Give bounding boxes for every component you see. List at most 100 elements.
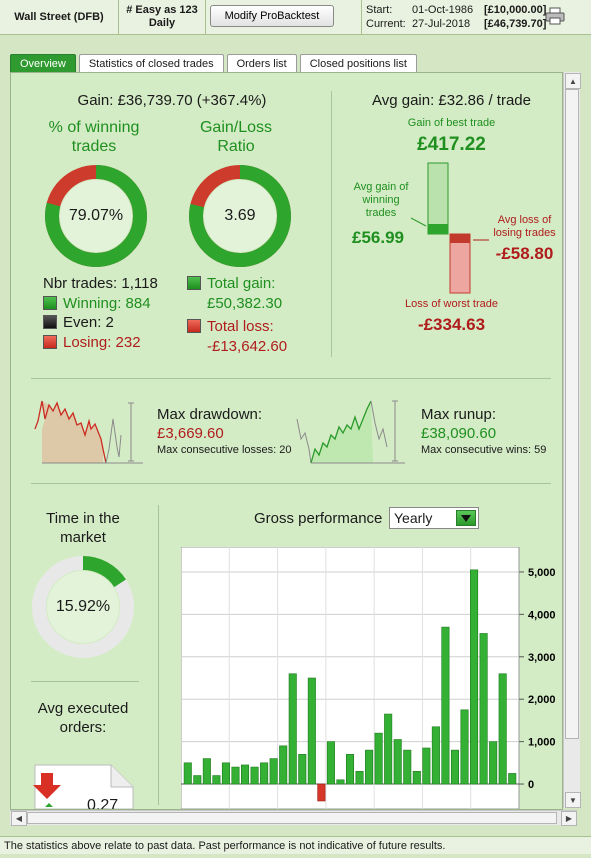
chart-bar xyxy=(345,754,355,785)
chart-bar xyxy=(298,754,307,785)
section-divider xyxy=(31,681,139,682)
tab-statistics-closed-trades[interactable]: Statistics of closed trades xyxy=(78,54,224,72)
chart-bar xyxy=(212,775,221,785)
total-loss-label: Total loss: xyxy=(207,318,274,335)
scroll-right-arrow-icon[interactable]: ▶ xyxy=(561,811,577,826)
scroll-left-arrow-icon[interactable]: ◀ xyxy=(11,811,27,826)
chart-bar xyxy=(269,758,278,785)
runup-sparkline xyxy=(296,400,405,464)
chart-bar xyxy=(403,749,412,785)
chart-bar xyxy=(365,749,374,785)
chart-bar xyxy=(183,762,192,785)
max-drawdown-value: £3,669.60 xyxy=(157,425,224,442)
overview-panel: Gain: £36,739.70 (+367.4%) % of winning … xyxy=(10,72,563,810)
period-select-value: Yearly xyxy=(394,510,433,526)
time-in-market-donut xyxy=(32,556,134,658)
winning-legend-icon xyxy=(43,295,57,310)
avg-loss-losing-label: Avg loss of losing trades xyxy=(493,214,556,239)
y-tick-label: 1,000 xyxy=(528,737,556,749)
chart-bar xyxy=(193,775,202,785)
vertical-scrollbar[interactable]: ▲ ▼ xyxy=(563,72,581,808)
max-consecutive-losses: Max consecutive losses: 20 xyxy=(157,444,292,456)
chart-bar xyxy=(241,764,250,785)
y-tick-label: 2,000 xyxy=(528,694,556,706)
scroll-up-arrow-icon[interactable]: ▲ xyxy=(565,73,581,89)
gain-loss-totals: Total gain: £50,382.30 Total loss: -£13,… xyxy=(187,274,287,356)
chart-bar xyxy=(355,771,364,785)
chart-bar xyxy=(279,745,288,785)
nbr-trades: Nbr trades: 1,118 xyxy=(43,275,158,292)
total-gain: Gain: £36,739.70 (+367.4%) xyxy=(77,92,267,109)
chevron-down-icon[interactable] xyxy=(456,510,476,526)
even-count: Even: 2 xyxy=(63,314,114,331)
orders-document-icon xyxy=(33,764,134,809)
chart-bar xyxy=(384,713,393,785)
y-tick-label: 5,000 xyxy=(528,567,556,579)
current-label: Current: xyxy=(366,18,406,30)
chart-bar xyxy=(498,673,507,785)
instrument-name: Wall Street (DFB) xyxy=(0,0,119,34)
total-loss-icon xyxy=(187,319,201,333)
chart-bar xyxy=(307,677,316,785)
y-tick-label: 3,000 xyxy=(528,652,556,664)
chart-bar xyxy=(317,783,326,802)
chart-bar xyxy=(250,766,259,785)
total-gain-icon xyxy=(187,276,201,290)
chart-bar xyxy=(288,673,297,785)
tab-orders-list[interactable]: Orders list xyxy=(226,54,297,72)
max-drawdown-label: Max drawdown: xyxy=(157,406,263,423)
y-tick-label: 4,000 xyxy=(528,609,556,621)
current-date: 27-Jul-2018 xyxy=(412,18,471,30)
winning-count: Winning: 884 xyxy=(63,294,151,312)
gain-loss-ratio-value: 3.69 xyxy=(224,207,256,224)
winning-trades-percent: 79.07% xyxy=(68,207,124,224)
time-in-market-title: Time in the market xyxy=(46,510,120,546)
chart-bar xyxy=(221,762,230,785)
strategy-period: Daily xyxy=(148,17,176,29)
gross-performance-period-select[interactable]: Yearly xyxy=(389,507,479,529)
chart-bar xyxy=(431,726,440,785)
avg-gain-per-trade: Avg gain: £32.86 / trade xyxy=(371,92,531,109)
total-gain-value: £50,382.30 xyxy=(207,294,283,312)
header-divider xyxy=(206,0,362,34)
even-legend-icon xyxy=(43,315,57,329)
worst-trade-label: Loss of worst trade xyxy=(405,298,498,310)
chart-bar xyxy=(326,741,335,785)
scroll-down-arrow-icon[interactable]: ▼ xyxy=(565,792,581,808)
section-divider xyxy=(331,91,332,357)
header-bar: Wall Street (DFB) # Easy as 123 Daily Mo… xyxy=(0,0,591,35)
worst-trade-value: -£334.63 xyxy=(417,315,486,334)
avg-executed-orders-value: 0.27 xyxy=(87,797,119,810)
section-divider xyxy=(31,378,551,379)
chart-bar xyxy=(412,771,421,785)
y-tick-label: 0 xyxy=(528,779,534,791)
section-divider xyxy=(31,483,551,484)
strategy-name-line1: # Easy as 123 xyxy=(126,4,198,16)
trade-range-graphic xyxy=(410,162,489,294)
tab-overview[interactable]: Overview xyxy=(10,54,76,72)
horizontal-scrollbar[interactable]: ◀ ▶ xyxy=(10,810,577,826)
winning-trades-donut xyxy=(45,165,147,267)
avg-gain-winning-label: Avg gain of winning trades xyxy=(353,181,409,219)
avg-loss-losing-value: -£58.80 xyxy=(495,244,554,263)
avg-gain-winning-value: £56.99 xyxy=(352,228,404,247)
best-trade-label: Gain of best trade xyxy=(407,117,496,129)
tab-bar: Overview Statistics of closed trades Ord… xyxy=(10,54,417,72)
vertical-scroll-thumb[interactable] xyxy=(565,89,579,739)
total-loss-value: -£13,642.60 xyxy=(207,337,288,355)
strategy-name: # Easy as 123 Daily xyxy=(119,0,206,34)
chart-bar xyxy=(460,709,469,785)
chart-bar xyxy=(260,762,269,785)
start-capital: [£10,000.00] xyxy=(484,4,547,16)
tab-closed-positions-list[interactable]: Closed positions list xyxy=(299,54,417,72)
printer-icon[interactable] xyxy=(545,7,565,25)
modify-probacktest-button[interactable]: Modify ProBacktest xyxy=(210,5,334,27)
backtest-dates: Start: 01-Oct-1986 [£10,000.00] Current: 27… xyxy=(366,3,546,31)
trade-counts: Nbr trades: 1,118 Winning: 884 Even: 2 L… xyxy=(43,274,158,352)
horizontal-scroll-thumb[interactable] xyxy=(27,812,557,824)
section-divider xyxy=(158,505,159,805)
gain-loss-ratio-title: Gain/Loss Ratio xyxy=(199,119,273,155)
chart-bar xyxy=(336,779,345,785)
gross-performance-chart: 5,000 4,000 3,000 2,000 1,000 0 xyxy=(181,547,556,809)
max-runup-value: £38,090.60 xyxy=(421,425,497,442)
